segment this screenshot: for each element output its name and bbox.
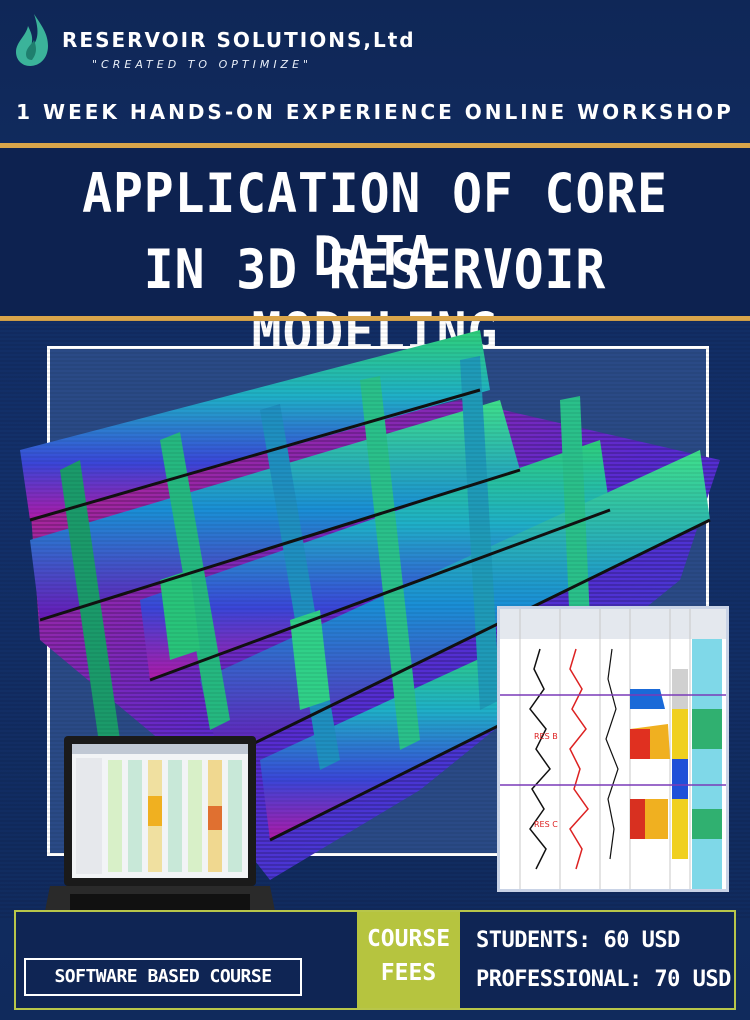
course-type-badge: SOFTWARE BASED COURSE: [24, 958, 302, 996]
flame-drop-icon: [16, 14, 48, 66]
title-band: [0, 148, 750, 316]
log-label-res-c: RES C: [534, 820, 558, 829]
workshop-subtitle: 1 WEEK HANDS-ON EXPERIENCE ONLINE WORKSH…: [16, 100, 734, 124]
student-price: STUDENTS: 60 USD: [476, 928, 680, 953]
company-tagline: "CREATED TO OPTIMIZE": [92, 58, 313, 71]
gold-divider-bottom: [0, 316, 750, 321]
professional-price: PROFESSIONAL: 70 USD: [476, 967, 731, 992]
fees-label-line-2: FEES: [380, 960, 437, 986]
gold-divider-top: [0, 143, 750, 148]
title-line-1: APPLICATION OF CORE DATA: [82, 162, 668, 288]
company-name: RESERVOIR SOLUTIONS,Ltd: [62, 28, 416, 52]
course-fees-box: COURSE FEES: [357, 912, 460, 1008]
well-log-chart-icon: RES B RES C: [500, 609, 726, 889]
log-label-res-b: RES B: [534, 732, 558, 741]
well-log-panel-image: RES B RES C: [497, 606, 729, 892]
fees-label-line-1: COURSE: [366, 926, 451, 952]
